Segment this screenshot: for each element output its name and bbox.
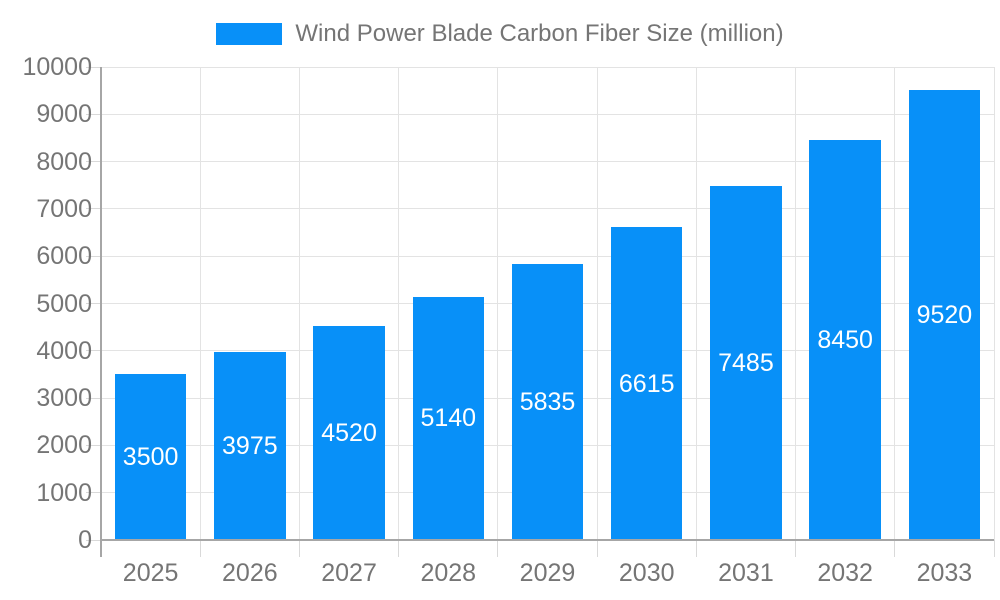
x-tick-label: 2033 [916,559,973,587]
y-tick-label: 2000 [36,431,92,460]
x-tick [993,540,995,557]
y-tick [86,161,101,163]
x-tick-label: 2026 [222,559,278,587]
x-tick-label: 2032 [817,559,873,587]
x-tick [695,540,697,557]
v-gridline [497,67,499,540]
h-gridline [101,66,994,68]
y-tick [86,208,101,210]
y-tick [86,350,101,352]
h-gridline [101,255,994,257]
bar-value-label: 3975 [222,431,278,460]
x-tick [199,540,201,557]
y-tick-label: 8000 [36,147,92,176]
legend-label: Wind Power Blade Carbon Fiber Size (mill… [295,20,784,47]
legend-swatch [216,23,283,45]
y-tick [86,492,101,494]
y-tick-label: 0 [78,526,92,554]
y-tick-label: 10000 [22,53,92,81]
x-tick-label: 2030 [618,559,675,587]
bar [908,89,981,539]
y-tick [86,113,101,115]
y-tick [86,303,101,304]
bar-value-label: 5140 [420,404,477,433]
y-tick-label: 7000 [36,194,92,223]
y-tick-label: 3000 [36,384,92,413]
h-gridline [101,208,994,210]
bar [313,326,385,539]
bar-value-label: 8450 [817,326,873,355]
bar [610,227,683,539]
x-tick [596,540,598,557]
bar [214,351,286,539]
bar-value-label: 3500 [122,443,179,472]
y-tick-label: 6000 [36,242,92,271]
x-tick [795,540,797,557]
x-tick-label: 2028 [420,559,477,587]
bar-value-label: 9520 [916,300,973,329]
v-gridline [596,67,598,540]
x-tick [497,540,499,557]
bar [511,264,584,539]
x-tick-label: 2027 [321,559,377,587]
v-gridline [795,67,797,540]
x-axis-line [100,539,994,541]
bar [809,140,881,539]
y-tick [86,444,101,446]
bar-value-label: 5835 [519,388,576,416]
x-tick-label: 2025 [122,559,179,587]
y-tick [86,397,101,399]
v-gridline [894,67,896,540]
y-tick [86,539,101,541]
y-tick [86,255,101,257]
v-gridline [298,67,300,540]
v-gridline [199,67,201,540]
y-tick-label: 1000 [36,478,92,507]
x-tick [298,540,300,557]
bar [710,185,782,539]
y-tick-label: 9000 [36,100,92,129]
y-tick [86,66,101,68]
x-tick [398,540,400,557]
x-tick [894,540,896,557]
v-gridline [993,67,995,540]
y-tick-label: 5000 [36,289,92,318]
bar-value-label: 7485 [718,348,774,377]
y-tick-label: 4000 [36,336,92,365]
h-gridline [101,161,994,163]
bar [114,374,187,539]
x-tick-label: 2031 [718,559,774,587]
chart-legend: Wind Power Blade Carbon Fiber Size (mill… [0,20,1000,47]
bar-value-label: 4520 [321,419,377,448]
y-axis-line [100,67,102,557]
bar-value-label: 6615 [618,369,675,398]
bar [412,296,485,539]
v-gridline [398,67,400,540]
h-gridline [101,113,994,115]
v-gridline [695,67,697,540]
x-tick-label: 2029 [519,559,576,587]
